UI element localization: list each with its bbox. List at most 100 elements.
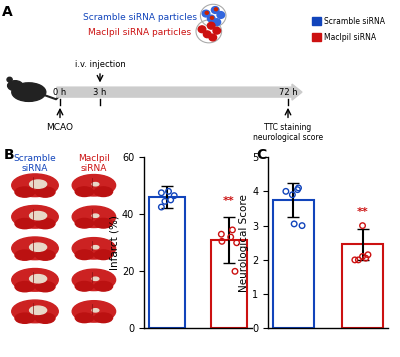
Ellipse shape [75,187,94,196]
Ellipse shape [15,218,34,229]
Text: siRNA: siRNA [22,164,48,173]
Point [359,253,366,259]
Bar [149,197,185,328]
Ellipse shape [92,309,99,312]
Point [234,240,240,246]
Circle shape [214,8,218,11]
Point [294,187,301,192]
Circle shape [203,31,211,38]
Ellipse shape [94,281,112,291]
Ellipse shape [36,313,55,323]
Ellipse shape [12,83,46,101]
Bar [211,240,247,328]
Ellipse shape [12,174,58,197]
Point [291,221,297,227]
Ellipse shape [15,187,34,197]
Ellipse shape [72,175,116,196]
Text: i.v. injection: i.v. injection [75,60,125,69]
Circle shape [207,15,215,22]
Ellipse shape [94,187,112,196]
Point [299,223,305,228]
Ellipse shape [75,313,94,323]
Text: A: A [2,5,13,19]
Ellipse shape [30,275,47,283]
Ellipse shape [75,281,94,291]
Bar [312,33,321,41]
Point [165,188,172,194]
Circle shape [217,12,225,19]
Ellipse shape [36,250,55,260]
Point [352,257,358,263]
Text: Scramble: Scramble [14,154,56,163]
Circle shape [213,27,221,34]
Text: C: C [256,148,266,162]
Point [362,255,369,261]
Ellipse shape [92,214,99,217]
Ellipse shape [15,282,34,292]
Point [162,198,168,204]
Point [218,231,224,237]
Ellipse shape [12,237,58,260]
Point [289,192,296,198]
Bar [312,17,321,25]
Circle shape [198,26,206,33]
FancyArrow shape [57,84,302,100]
Text: Maclpil: Maclpil [78,154,110,163]
Point [365,252,371,258]
Y-axis label: Infarct (%): Infarct (%) [109,215,119,270]
Point [168,197,174,203]
Circle shape [210,16,214,19]
Text: **: ** [357,207,368,217]
Ellipse shape [92,277,99,281]
Ellipse shape [7,77,12,82]
Text: Scramble siRNA particles: Scramble siRNA particles [83,12,197,22]
Ellipse shape [12,268,58,291]
Ellipse shape [36,187,55,197]
Text: TTC staining
neurological score: TTC staining neurological score [253,123,323,142]
Ellipse shape [12,205,58,228]
Point [359,223,366,228]
Ellipse shape [72,206,116,227]
Ellipse shape [72,238,116,259]
Ellipse shape [15,250,34,260]
Ellipse shape [72,301,116,322]
Ellipse shape [94,313,112,323]
Text: 72 h: 72 h [279,87,297,97]
Text: Maclpil siRNA: Maclpil siRNA [324,32,376,42]
Ellipse shape [36,218,55,229]
Circle shape [209,34,217,41]
Text: 3 h: 3 h [93,87,107,97]
Text: Maclpil siRNA particles: Maclpil siRNA particles [88,27,192,37]
Ellipse shape [30,180,47,188]
Text: Scramble siRNA: Scramble siRNA [324,16,385,26]
Point [171,193,178,198]
Ellipse shape [75,250,94,260]
Text: MCAO: MCAO [46,123,74,132]
Ellipse shape [72,269,116,291]
Circle shape [207,22,215,29]
Ellipse shape [30,243,47,251]
Bar [274,200,314,328]
Text: B: B [4,148,15,162]
Point [355,257,362,263]
Circle shape [213,19,221,26]
Point [232,268,238,274]
Text: 0 h: 0 h [53,87,67,97]
Ellipse shape [75,218,94,228]
Text: siRNA: siRNA [81,164,107,173]
Circle shape [202,10,210,17]
Ellipse shape [12,300,58,323]
Point [228,234,234,240]
Point [295,185,302,191]
Ellipse shape [15,313,34,323]
Point [229,227,236,233]
Ellipse shape [94,218,112,228]
Ellipse shape [30,211,47,220]
Ellipse shape [94,250,112,260]
Ellipse shape [36,282,55,292]
Ellipse shape [30,306,47,315]
Circle shape [205,11,208,14]
Circle shape [211,6,219,13]
Text: **: ** [223,196,235,206]
Ellipse shape [8,81,23,91]
